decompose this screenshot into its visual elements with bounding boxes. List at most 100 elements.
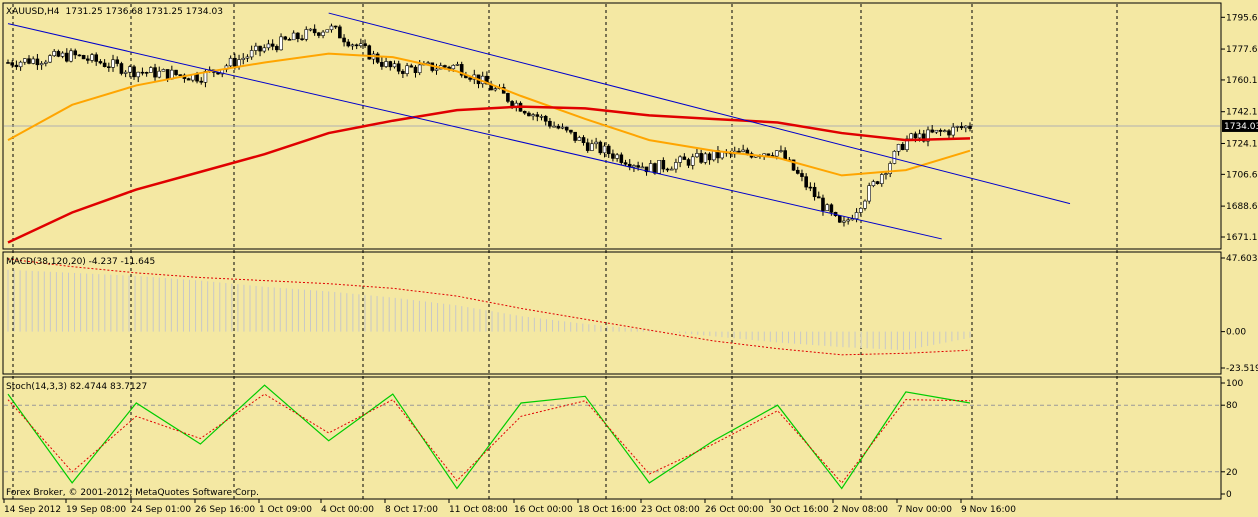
- candle-body: [699, 153, 703, 163]
- candle-body: [640, 166, 645, 169]
- candle-body: [678, 156, 682, 163]
- candle-body: [951, 126, 955, 136]
- candle-body: [338, 26, 342, 39]
- candle-body: [119, 63, 124, 74]
- candle-body: [27, 58, 31, 64]
- macd-pane: [2, 251, 1222, 375]
- candle-body: [703, 153, 708, 163]
- candle-body: [195, 74, 199, 82]
- candle-body: [879, 174, 884, 184]
- time-tick-label: 7 Nov 00:00: [897, 505, 952, 515]
- price-tick-label: 1742.10: [1226, 108, 1258, 118]
- time-grid: [12, 4, 1118, 499]
- candle-body: [934, 129, 939, 133]
- candle-body: [56, 51, 61, 57]
- macd-label: MACD(38,120,20) -4.237 -11.645: [6, 257, 155, 267]
- candle-body: [459, 64, 464, 76]
- candle-body: [86, 58, 90, 61]
- candle-body: [149, 67, 153, 73]
- current-price-marker: 1734.03: [1222, 119, 1258, 132]
- candle-body: [779, 150, 783, 152]
- candle-body: [632, 165, 636, 168]
- candle-body: [241, 57, 246, 60]
- time-tick-label: 30 Oct 16:00: [770, 505, 829, 515]
- candle-body: [401, 70, 405, 74]
- candle-body: [581, 137, 586, 144]
- candle-body: [317, 32, 321, 36]
- candle-body: [153, 67, 157, 78]
- candle-body: [854, 212, 859, 220]
- candle-body: [707, 153, 712, 161]
- candle-body: [892, 150, 897, 164]
- candle-body: [81, 55, 86, 60]
- candle-body: [900, 143, 905, 150]
- candle-body: [531, 114, 535, 117]
- candle-body: [619, 154, 624, 163]
- candle-body: [573, 131, 577, 141]
- candle-body: [783, 150, 787, 161]
- candle-body: [543, 115, 548, 122]
- candle-body: [871, 181, 876, 186]
- candle-body: [737, 150, 741, 153]
- candle-body: [858, 207, 863, 213]
- candle-body: [90, 54, 94, 61]
- time-tick-label: 26 Oct 00:00: [705, 505, 764, 515]
- macd-signal-line: [7, 258, 971, 356]
- candle-body: [291, 32, 296, 41]
- candle-body: [560, 126, 565, 129]
- candle-body: [863, 200, 867, 209]
- candle-body: [350, 44, 355, 47]
- candle-body: [77, 54, 82, 57]
- candle-body: [888, 163, 892, 174]
- candle-body: [611, 153, 615, 159]
- candle-body: [968, 125, 972, 129]
- candle-body: [808, 186, 813, 189]
- time-tick-label: 16 Oct 00:00: [514, 505, 573, 515]
- candle-body: [60, 52, 65, 57]
- candle-body: [333, 25, 338, 28]
- candle-body: [346, 41, 351, 47]
- candle-body: [111, 59, 115, 68]
- candle-body: [539, 115, 544, 118]
- candle-body: [405, 65, 409, 74]
- candle-body: [161, 69, 166, 72]
- candle-body: [846, 219, 850, 222]
- candle-body: [18, 61, 23, 68]
- candle-body: [359, 43, 363, 47]
- candle-body: [107, 66, 111, 69]
- candle-body: [23, 58, 27, 63]
- candle-body: [384, 61, 388, 67]
- candle-body: [930, 129, 934, 133]
- stoch-tick-label: 20: [1226, 468, 1238, 478]
- candle-body: [73, 50, 78, 56]
- candle-body: [535, 114, 540, 117]
- candle-body: [564, 126, 569, 131]
- candle-body: [266, 43, 271, 49]
- candle-body: [921, 133, 926, 142]
- candle-body: [157, 70, 162, 78]
- time-tick-label: 24 Sep 01:00: [131, 505, 191, 515]
- candle-body: [31, 58, 36, 64]
- candle-body: [455, 64, 460, 66]
- price-tick-label: 1671.10: [1226, 233, 1258, 243]
- candle-body: [363, 43, 367, 47]
- candle-body: [367, 45, 372, 60]
- candle-body: [636, 165, 640, 168]
- candle-body: [392, 63, 397, 68]
- time-tick-label: 14 Sep 2012: [4, 505, 61, 515]
- candle-body: [896, 143, 901, 152]
- candle-body: [287, 39, 292, 41]
- candle-body: [128, 66, 132, 73]
- candle-body: [816, 196, 821, 199]
- candle-body: [606, 145, 611, 155]
- candle-body: [98, 61, 103, 64]
- candle-body: [304, 29, 309, 40]
- macd-tick-label: 0.00: [1226, 328, 1246, 338]
- time-tick-label: 2 Nov 08:00: [833, 505, 888, 515]
- candle-body: [329, 25, 334, 31]
- price-tick-label: 1760.10: [1226, 76, 1258, 86]
- time-tick-label: 9 Nov 16:00: [961, 505, 1016, 515]
- candle-body: [199, 80, 204, 83]
- candle-body: [661, 160, 666, 170]
- candle-body: [506, 93, 510, 102]
